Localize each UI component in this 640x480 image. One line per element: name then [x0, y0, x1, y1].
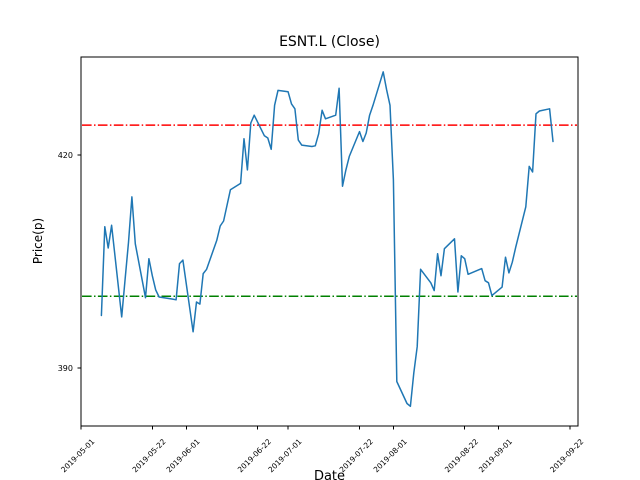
close-price-line	[100, 71, 554, 408]
chart-title: ESNT.L (Close)	[279, 34, 380, 50]
y-tick-label: 390	[58, 364, 73, 373]
x-axis-label: Date	[313, 469, 346, 480]
y-tick-label: 420	[58, 151, 73, 160]
y-axis-label: Price(p)	[31, 217, 45, 265]
axes-spines	[80, 56, 579, 427]
